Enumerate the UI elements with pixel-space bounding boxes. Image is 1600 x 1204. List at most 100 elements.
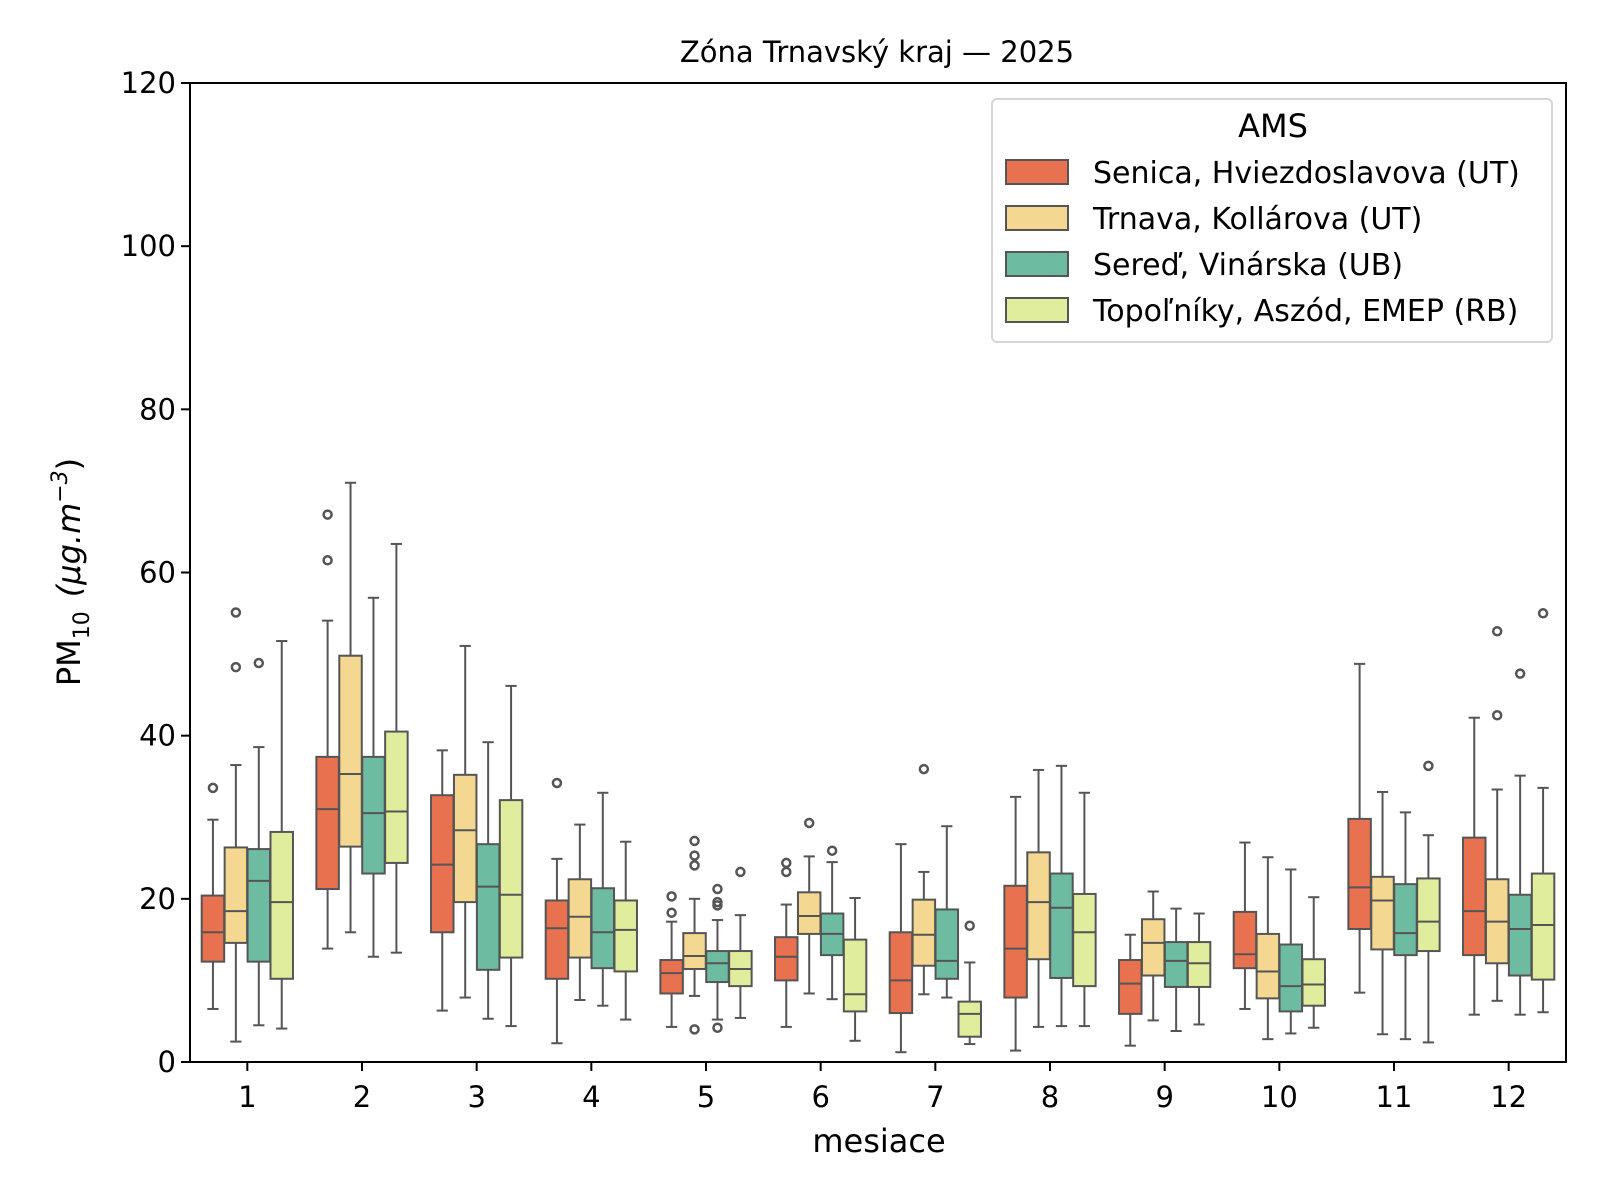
x-tick-label: 6 (811, 1080, 829, 1114)
iqr-box (957, 1000, 982, 1038)
box-group (384, 542, 409, 954)
box-group (1232, 841, 1258, 1010)
outlier-point (1514, 668, 1526, 679)
box-group (1278, 868, 1304, 1035)
x-axis-label: mesiace (812, 1122, 945, 1160)
x-tick-label: 1 (238, 1080, 256, 1114)
iqr-box (1301, 958, 1326, 1007)
iqr-box (361, 755, 386, 875)
outlier-point (826, 845, 838, 856)
outlier-point (322, 555, 333, 566)
iqr-box (911, 898, 937, 967)
iqr-box (269, 830, 294, 980)
outlier-point (712, 883, 723, 895)
iqr-box (705, 950, 730, 984)
y-tick-label: 60 (139, 556, 176, 590)
box-group (544, 777, 570, 1045)
box-group (1255, 856, 1281, 1041)
box-group (590, 791, 616, 1007)
iqr-box (1186, 941, 1212, 988)
y-axis-label-superscript: −3 (48, 470, 73, 502)
box-group (430, 749, 455, 1012)
iqr-box (1347, 817, 1372, 931)
iqr-box (1003, 884, 1028, 999)
outlier-point (781, 857, 792, 869)
box-group (223, 607, 249, 1043)
box-group (1049, 764, 1074, 1028)
box-group (1026, 768, 1051, 1028)
iqr-box (1163, 941, 1189, 988)
legend-entries: Senica, Hviezdoslavova (UT) Trnava, Kollá… (1005, 156, 1520, 329)
outlier-point (1491, 710, 1503, 721)
iqr-box (796, 891, 822, 935)
legend-label: Sereď, Vinárska (UB) (1093, 248, 1403, 283)
box-group (200, 782, 226, 1010)
iqr-box (246, 848, 272, 963)
x-tick-label: 12 (1490, 1080, 1527, 1114)
outlier-point (918, 763, 930, 775)
iqr-box (544, 899, 570, 980)
outlier-point (803, 817, 815, 829)
box-group (1118, 933, 1143, 1047)
outlier-point (712, 1022, 723, 1033)
box-group (1484, 625, 1510, 1002)
legend-swatch (1005, 159, 1069, 185)
box-group (819, 845, 845, 1001)
box-group (498, 684, 524, 1028)
iqr-box (1370, 875, 1395, 951)
legend: AMS Senica, Hviezdoslavova (UT) Trnava, K… (991, 98, 1553, 343)
box-group (842, 897, 868, 1042)
y-tick-label: 100 (121, 229, 176, 263)
box-group (452, 644, 478, 999)
box-group (1163, 907, 1189, 1032)
x-tick-label: 10 (1261, 1080, 1298, 1114)
iqr-box (338, 654, 363, 848)
box-group (475, 741, 501, 1020)
iqr-box (659, 959, 684, 995)
x-tick-label: 11 (1376, 1080, 1413, 1114)
x-tick-label: 4 (582, 1080, 600, 1114)
box-group (774, 857, 799, 1028)
outlier-point (230, 661, 242, 673)
box-group (888, 843, 914, 1054)
iqr-box (384, 730, 409, 864)
box-group (315, 509, 340, 950)
svg-text:PM10(μg.m−3): PM10 (μg.m−3) (48, 458, 95, 686)
box-group (1003, 795, 1028, 1052)
box-group (1416, 760, 1441, 1044)
outlier-point (1491, 625, 1503, 637)
box-group (1393, 811, 1418, 1041)
outlier-point (689, 860, 700, 871)
outlier-point (322, 509, 333, 520)
iqr-box (452, 773, 478, 904)
iqr-box (1232, 910, 1258, 970)
legend-swatch (1005, 205, 1069, 231)
y-axis-label-subscript: 10 (70, 611, 95, 639)
iqr-box (682, 932, 707, 970)
outlier-point (207, 782, 219, 794)
outlier-point (551, 777, 563, 789)
legend-label: Topoľníky, Aszód, EMEP (RB) (1092, 294, 1518, 329)
iqr-box (1416, 877, 1441, 953)
iqr-box (1530, 872, 1556, 981)
iqr-box (1462, 836, 1487, 957)
y-axis-label-units: (μg.m (50, 503, 88, 598)
box-group (1186, 912, 1212, 1026)
legend-swatch (1005, 251, 1069, 277)
legend-label: Senica, Hviezdoslavova (UT) (1093, 156, 1520, 191)
y-tick-label: 80 (139, 392, 176, 426)
outlier-point (253, 657, 265, 669)
iqr-box (1393, 883, 1418, 957)
iqr-box (1140, 918, 1166, 977)
outlier-point (1423, 760, 1434, 772)
box-group (796, 817, 822, 995)
x-tick-label: 2 (353, 1080, 371, 1114)
y-axis-label: PM10 (μg.m−3) (48, 458, 95, 686)
outlier-point (781, 866, 792, 878)
box-group (659, 891, 684, 1028)
y-tick-label: 120 (121, 66, 176, 100)
legend-label: Trnava, Kollárova (UT) (1092, 202, 1422, 237)
box-group (246, 657, 272, 1027)
iqr-box (475, 843, 501, 971)
iqr-box (934, 908, 960, 980)
